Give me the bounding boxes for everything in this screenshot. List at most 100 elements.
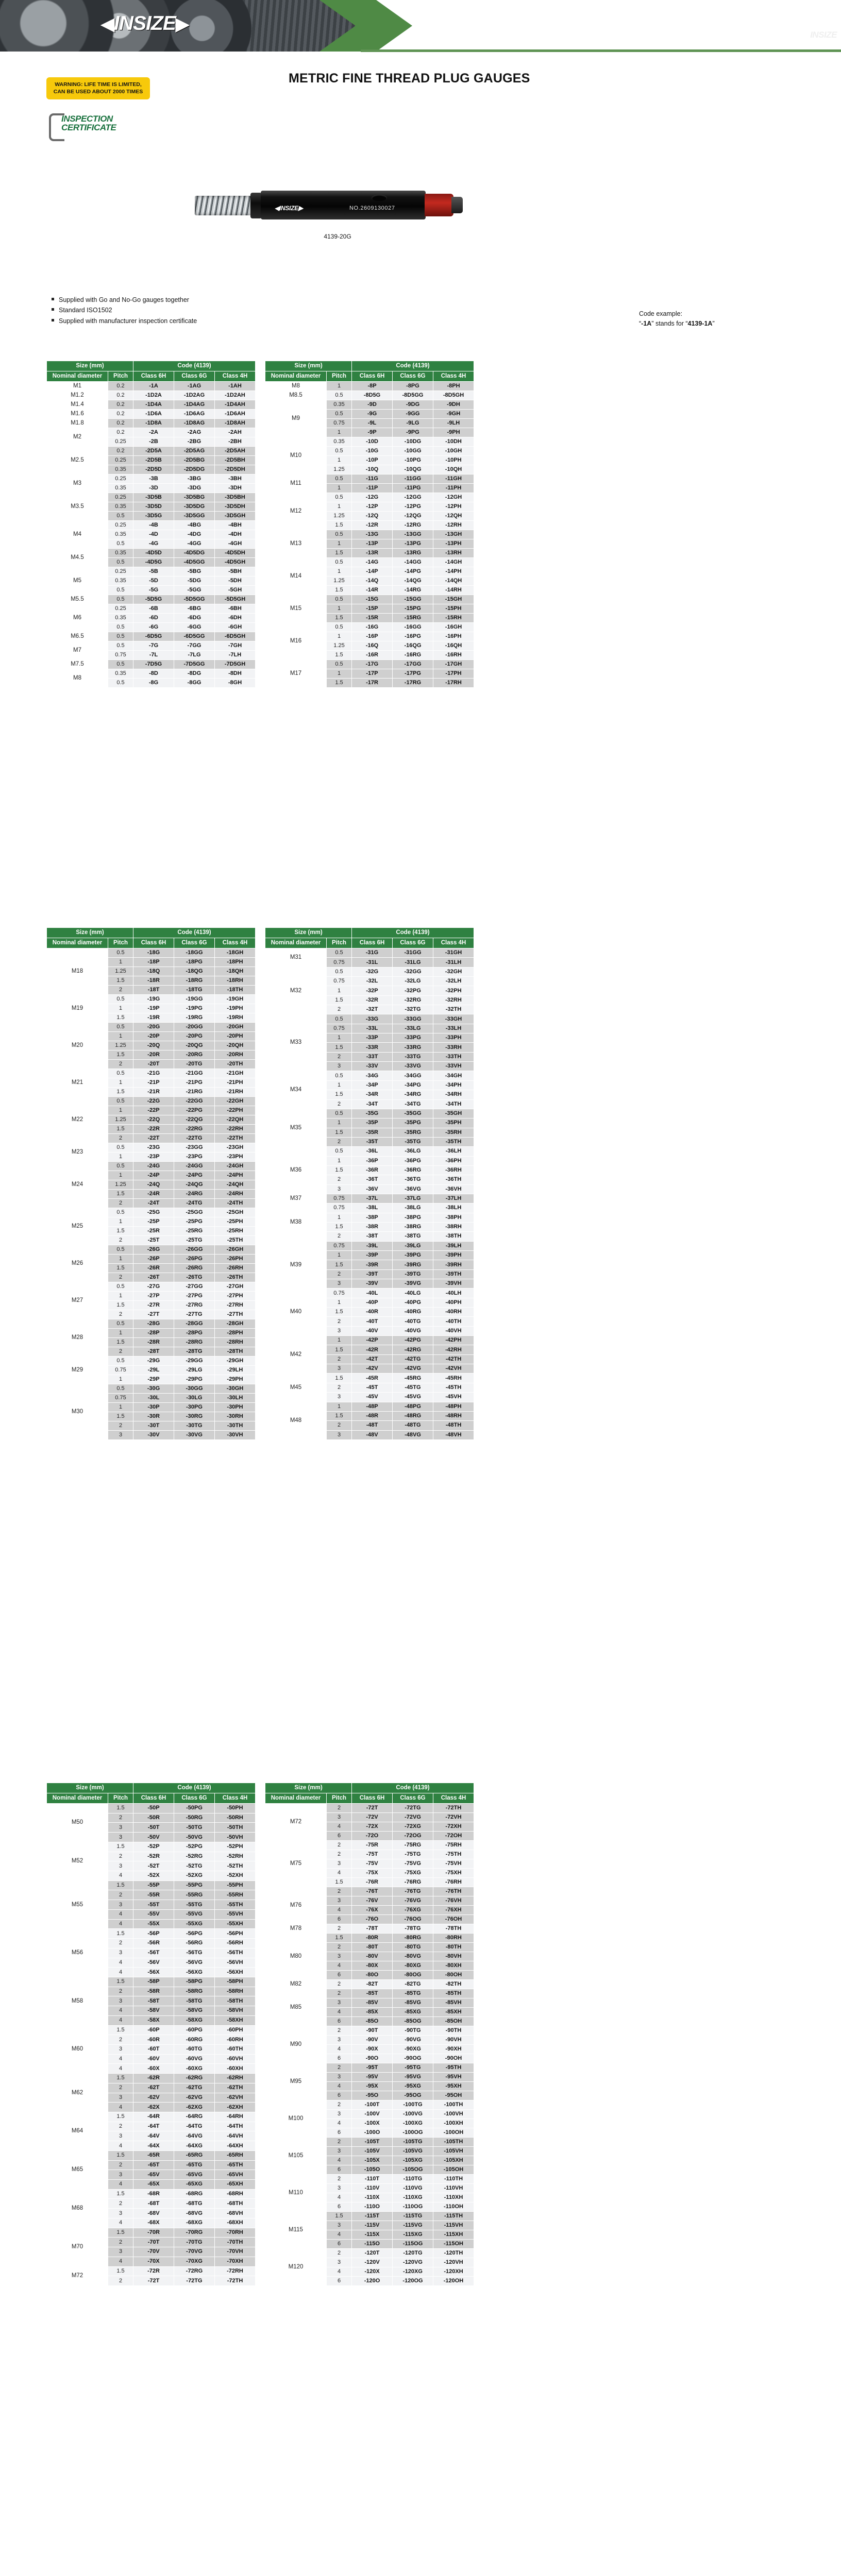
cell-class-6h: -17R (351, 678, 393, 688)
cell-nominal-diameter: M21 (46, 1069, 108, 1097)
cell-class-4h: -115OH (433, 2239, 474, 2249)
table-row: 3 -95V -95VG -95VH (265, 2072, 474, 2082)
cell-class-6g: -64RG (174, 2112, 215, 2122)
cell-class-4h: -15RH (433, 613, 474, 623)
cell-class-6h: -9G (351, 409, 393, 419)
cell-class-4h: -22TH (214, 1133, 256, 1143)
cell-class-6g: -110OG (392, 2202, 433, 2212)
cell-class-4h: -72TH (433, 1803, 474, 1813)
cell-pitch: 1 (326, 1297, 352, 1308)
col-group-code: Code (4139) (133, 927, 256, 938)
cell-class-6g: -58XG (174, 2015, 215, 2026)
cell-class-6h: -3D (133, 483, 174, 493)
table-row: 1.5 -13R -13RG -13RH (265, 548, 474, 558)
cell-class-6g: -80VG (392, 1952, 433, 1961)
cell-class-4h: -33GH (433, 1014, 474, 1024)
table-row: 3 -65V -65VG -65VH (47, 2170, 256, 2180)
cell-class-6g: -76RG (392, 1877, 433, 1887)
cell-class-6h: -52R (133, 1851, 174, 1862)
cell-class-6g: -115VG (392, 2221, 433, 2230)
cell-class-6h: -35T (351, 1137, 393, 1147)
cell-class-6h: -4B (133, 520, 174, 530)
cell-class-6h: -48P (351, 1401, 393, 1412)
cell-class-6h: -110T (351, 2174, 393, 2184)
table-row: M52 1.5 -52P -52PG -52PH (46, 1841, 256, 1881)
table-row: M40 0.75 -40L -40LG -40LH (265, 1288, 474, 1336)
cell-nominal-diameter: M25 (46, 1208, 108, 1245)
cell-pitch: 3 (326, 2183, 352, 2193)
cell-pitch: 2 (108, 985, 133, 995)
table-row: 1.25 -12Q -12QG -12QH (265, 511, 474, 521)
table-row: 4 -60V -60VG -60VH (47, 2054, 256, 2064)
cell-nominal-diameter: M13 (265, 530, 327, 558)
cell-class-4h: -10GH (433, 446, 474, 456)
cell-class-6h: -60X (133, 2063, 174, 2074)
cell-class-6g: -65VG (174, 2170, 215, 2180)
cell-pitch: 3 (326, 1430, 352, 1440)
cell-class-4h: -52PH (214, 1841, 256, 1852)
cell-class-4h: -105VH (433, 2146, 474, 2156)
cell-pitch: 0.5 (108, 557, 133, 567)
cell-class-6h: -80V (351, 1952, 393, 1961)
cell-class-4h: -12PH (433, 502, 474, 512)
table-row: 1 -26P -26PG -26PH (47, 1254, 256, 1264)
cell-class-6h: -26T (133, 1273, 174, 1282)
cell-class-4h: -100TH (433, 2100, 474, 2110)
cell-class-4h: -90XH (433, 2044, 474, 2054)
cell-pitch: 4 (108, 1871, 133, 1881)
table-row: 4 -72X -72XG -72XH (265, 1822, 474, 1832)
cell-class-6h: -68X (133, 2217, 174, 2228)
cell-class-4h: -9GH (433, 409, 474, 419)
cell-class-4h: -33VH (433, 1061, 474, 1072)
cell-class-4h: -80XH (433, 1961, 474, 1971)
cell-nominal-diameter: M42 (265, 1335, 327, 1374)
cell-class-6h: -78T (351, 1924, 393, 1934)
cell-class-6h: -100X (351, 2119, 393, 2128)
cell-class-4h: -58RH (214, 1986, 256, 1997)
cell-class-6g: -27RG (174, 1300, 215, 1310)
cell-class-6g: -5DG (174, 576, 215, 586)
cell-pitch: 1.5 (326, 1260, 352, 1270)
cell-class-6g: -100TG (392, 2100, 433, 2110)
cell-class-6g: -90VG (392, 2035, 433, 2045)
cell-pitch: 1.5 (108, 2266, 133, 2277)
cell-class-4h: -39TH (433, 1269, 474, 1280)
cell-class-6g: -34RG (392, 1090, 433, 1100)
cell-pitch: 0.35 (108, 576, 133, 586)
table-row: 4 -70X -70XG -70XH (47, 2256, 256, 2267)
cell-class-6h: -90O (351, 2054, 393, 2063)
cell-pitch: 0.5 (326, 622, 352, 632)
cell-class-4h: -58XH (214, 2015, 256, 2026)
cell-class-6g: -68TG (174, 2198, 215, 2209)
cell-class-6h: -29L (133, 1365, 174, 1375)
cell-class-6g: -48PG (392, 1401, 433, 1412)
cell-class-6g: -10QG (392, 465, 433, 474)
table-block-2: Size (mm) Code (4139) Nominal diameter Pitc… (46, 927, 474, 1440)
cell-class-6g: -18QG (174, 967, 215, 976)
table-row: M5.5 0.5 -5D5G -5D5GG -5D5GH (46, 595, 256, 604)
cell-class-4h: -60VH (214, 2054, 256, 2064)
cell-pitch: 0.35 (108, 483, 133, 493)
cell-class-6g: -50TG (174, 1822, 215, 1833)
cell-class-4h: -72OH (433, 1831, 474, 1841)
cell-nominal-diameter: M5 (46, 567, 108, 595)
table-row: 1 -33P -33PG -33PH (265, 1033, 474, 1043)
logo-left-arrow-icon: ◀ (101, 14, 114, 34)
cell-class-4h: -30PH (214, 1402, 256, 1412)
table-row: M75 2 -75R -75RG -75RH (265, 1840, 474, 1887)
cell-pitch: 3 (326, 1392, 352, 1402)
cell-class-4h: -100OH (433, 2128, 474, 2138)
cell-class-4h: -115VH (433, 2221, 474, 2230)
cell-class-6h: -22Q (133, 1115, 174, 1125)
cell-class-6h: -15R (351, 613, 393, 623)
cell-class-6h: -23G (133, 1143, 174, 1153)
cell-class-4h: -5DH (214, 576, 256, 586)
cell-class-6h: -18T (133, 985, 174, 995)
cell-pitch: 3 (108, 1861, 133, 1872)
cell-class-6h: -32T (351, 1005, 393, 1015)
cell-class-6h: -20Q (133, 1041, 174, 1050)
cell-class-6h: -60V (133, 2054, 174, 2064)
cell-pitch: 0.5 (108, 1384, 133, 1394)
cell-class-6g: -29GG (174, 1356, 215, 1366)
cell-class-4h: -48RH (433, 1411, 474, 1421)
